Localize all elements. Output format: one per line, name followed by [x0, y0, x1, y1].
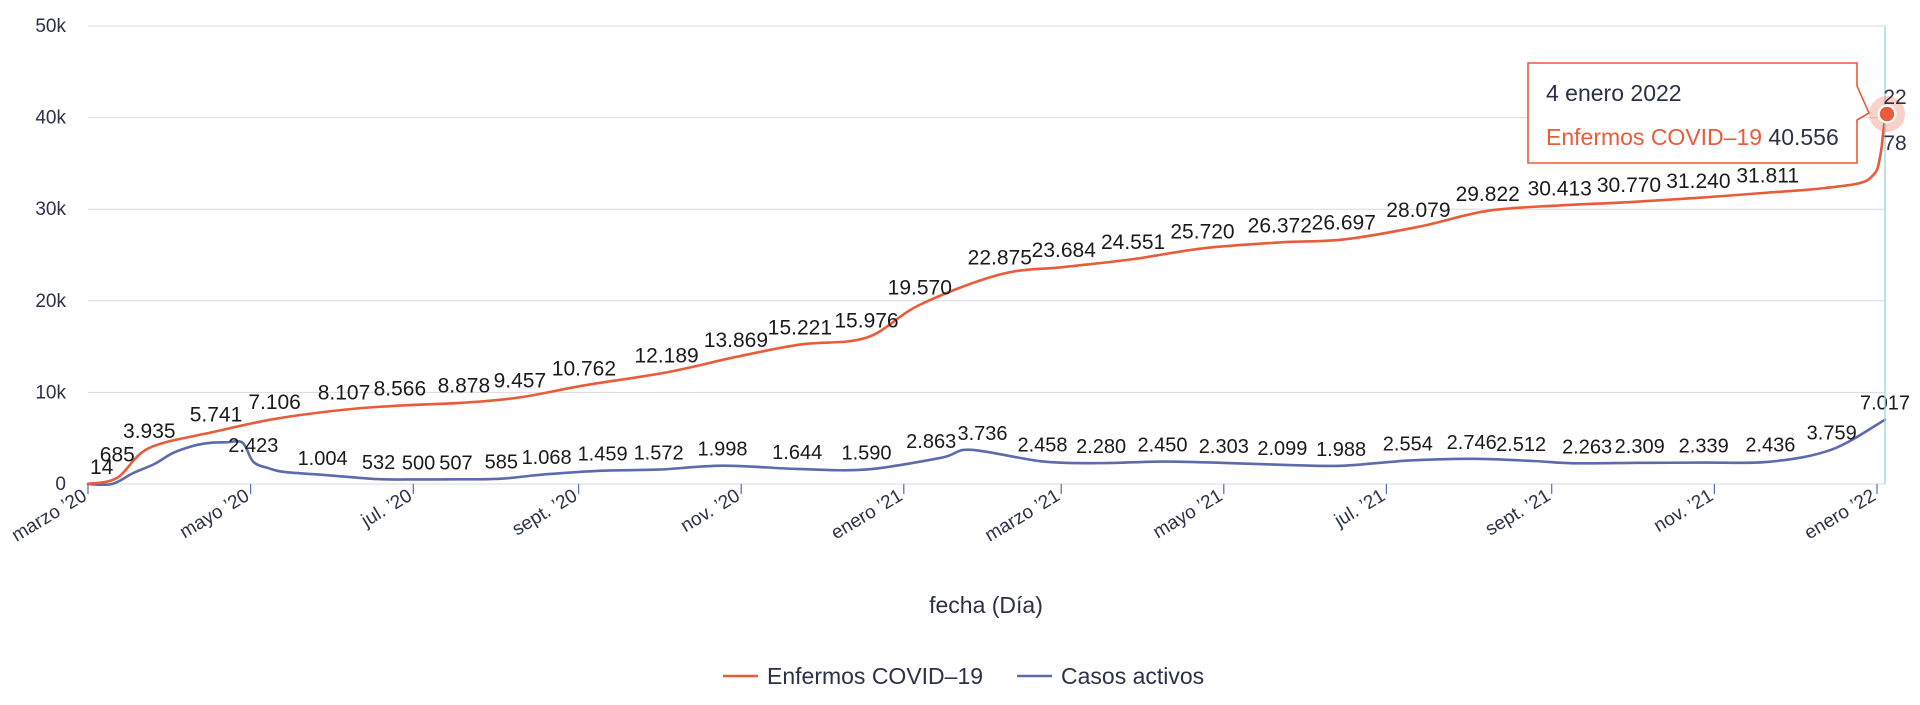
svg-text:507: 507: [439, 452, 472, 474]
svg-text:4 enero 2022: 4 enero 2022: [1546, 80, 1682, 106]
svg-text:jul. ’20: jul. ’20: [357, 485, 416, 532]
svg-text:31.240: 31.240: [1666, 170, 1730, 193]
svg-text:1.068: 1.068: [522, 447, 572, 469]
svg-text:12.189: 12.189: [634, 344, 698, 367]
svg-text:25.720: 25.720: [1170, 220, 1234, 243]
svg-text:Casos activos: Casos activos: [1061, 663, 1204, 689]
svg-text:7.106: 7.106: [248, 391, 301, 414]
svg-text:40k: 40k: [35, 108, 66, 129]
svg-text:78: 78: [1883, 132, 1906, 155]
svg-text:marzo ’21: marzo ’21: [981, 485, 1063, 546]
svg-text:sept. ’21: sept. ’21: [1482, 485, 1554, 540]
svg-text:Enfermos COVID–19 40.556: Enfermos COVID–19 40.556: [1546, 124, 1839, 150]
svg-text:2.512: 2.512: [1496, 434, 1546, 456]
svg-text:31.811: 31.811: [1736, 165, 1799, 188]
svg-text:nov. ’21: nov. ’21: [1650, 485, 1717, 537]
svg-text:10k: 10k: [35, 382, 66, 403]
svg-text:2.263: 2.263: [1562, 436, 1612, 458]
svg-text:26.697: 26.697: [1312, 212, 1376, 235]
svg-text:0: 0: [55, 474, 66, 495]
svg-text:Enfermos COVID–19: Enfermos COVID–19: [767, 663, 983, 689]
svg-text:sept. ’20: sept. ’20: [509, 485, 581, 540]
svg-text:9.457: 9.457: [494, 369, 547, 392]
svg-text:23.684: 23.684: [1032, 239, 1097, 262]
svg-text:2.450: 2.450: [1137, 435, 1187, 457]
svg-text:1.998: 1.998: [697, 439, 747, 461]
svg-text:1.572: 1.572: [634, 443, 684, 465]
svg-text:5.741: 5.741: [190, 403, 243, 426]
svg-text:2.863: 2.863: [906, 431, 956, 453]
svg-text:585: 585: [485, 452, 518, 474]
svg-text:2.458: 2.458: [1017, 435, 1067, 457]
svg-text:30.413: 30.413: [1528, 177, 1592, 200]
svg-text:15.221: 15.221: [768, 317, 832, 340]
svg-text:1.644: 1.644: [772, 442, 822, 464]
svg-text:2.436: 2.436: [1745, 435, 1795, 457]
svg-text:2.099: 2.099: [1257, 438, 1307, 460]
svg-text:marzo ’20: marzo ’20: [8, 485, 90, 546]
svg-text:8.107: 8.107: [318, 382, 371, 405]
svg-text:3.935: 3.935: [123, 420, 176, 443]
svg-text:2.280: 2.280: [1076, 436, 1126, 458]
svg-text:29.822: 29.822: [1456, 183, 1520, 206]
svg-text:28.079: 28.079: [1386, 199, 1450, 222]
svg-text:20k: 20k: [35, 291, 66, 312]
svg-text:532: 532: [362, 452, 395, 474]
svg-text:22.875: 22.875: [968, 247, 1032, 270]
svg-text:30k: 30k: [35, 199, 66, 220]
svg-text:2.554: 2.554: [1383, 434, 1433, 456]
svg-text:8.566: 8.566: [374, 378, 427, 401]
svg-text:1.988: 1.988: [1316, 439, 1366, 461]
svg-text:10.762: 10.762: [552, 357, 616, 380]
svg-text:mayo ’21: mayo ’21: [1149, 485, 1226, 543]
svg-text:3.759: 3.759: [1807, 423, 1857, 445]
svg-text:15.976: 15.976: [834, 310, 898, 333]
svg-text:nov. ’20: nov. ’20: [677, 485, 744, 537]
svg-text:1.004: 1.004: [298, 448, 348, 470]
svg-text:22: 22: [1883, 86, 1906, 109]
svg-text:mayo ’20: mayo ’20: [176, 485, 253, 543]
svg-text:685: 685: [100, 444, 135, 467]
svg-text:8.878: 8.878: [438, 375, 491, 398]
svg-text:fecha (Día): fecha (Día): [929, 592, 1043, 618]
svg-text:enero ’22: enero ’22: [1801, 485, 1880, 544]
svg-text:jul. ’21: jul. ’21: [1330, 485, 1389, 532]
svg-text:3.736: 3.736: [957, 423, 1007, 445]
svg-text:2.339: 2.339: [1679, 436, 1729, 458]
svg-text:2.303: 2.303: [1199, 436, 1249, 458]
svg-text:enero ’21: enero ’21: [828, 485, 907, 544]
svg-text:26.372: 26.372: [1248, 214, 1312, 237]
svg-text:1.459: 1.459: [578, 444, 628, 466]
svg-text:2.309: 2.309: [1615, 436, 1665, 458]
svg-text:30.770: 30.770: [1597, 174, 1661, 197]
svg-text:24.551: 24.551: [1101, 231, 1165, 254]
svg-text:50k: 50k: [35, 16, 66, 37]
svg-text:1.590: 1.590: [841, 442, 891, 464]
svg-text:2.746: 2.746: [1447, 432, 1497, 454]
svg-text:19.570: 19.570: [888, 277, 952, 300]
svg-text:2.423: 2.423: [228, 435, 278, 457]
svg-text:500: 500: [402, 452, 435, 474]
svg-text:13.869: 13.869: [704, 329, 768, 352]
